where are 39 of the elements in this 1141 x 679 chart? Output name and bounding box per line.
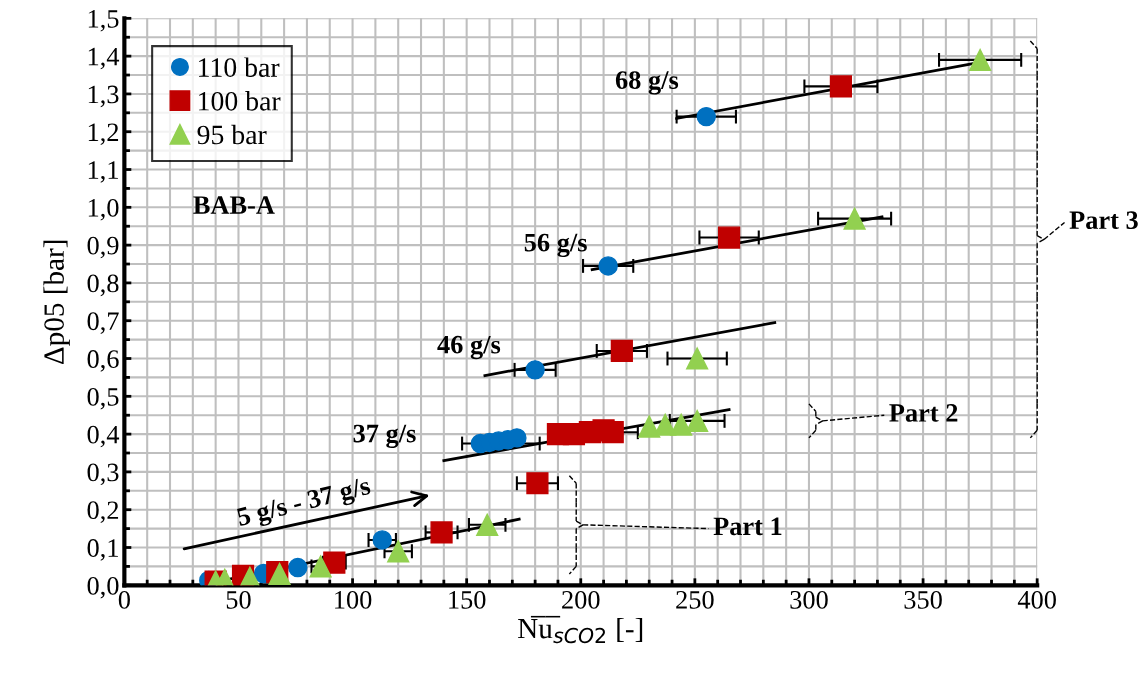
y-tick-label: 1,4 xyxy=(88,47,120,70)
y-tick-label: 0,2 xyxy=(87,501,119,523)
y-tick-label: 1,1 xyxy=(88,161,118,183)
y-tick-label: 0,7 xyxy=(87,312,119,334)
text: Part 3 xyxy=(1069,211,1138,230)
x-axis-title: N̅u̅$_{sCO2}$ [-] xyxy=(518,615,643,644)
legend-label: 100 bar xyxy=(199,91,281,111)
annotation: BAB-A xyxy=(193,196,275,214)
annotation: Part 1 xyxy=(713,517,782,536)
y-tick-label: 0,5 xyxy=(87,387,119,410)
x-tick-label: 350 xyxy=(904,590,942,609)
legend-label: 95 bar xyxy=(197,124,267,145)
x-tick-label: 200 xyxy=(562,590,600,609)
y-tick-label: 0,8 xyxy=(87,274,119,297)
annotation: Part 2 xyxy=(889,404,958,422)
x-tick-label: 400 xyxy=(1017,590,1056,609)
x-tick-label: 0 xyxy=(118,590,130,609)
y-tick-label: 1,3 xyxy=(88,85,119,108)
annotation: 56 g/s xyxy=(524,233,587,258)
x-tick-label: 50 xyxy=(226,590,251,609)
x-tick-label: 250 xyxy=(676,590,714,609)
annotation: 68 g/s xyxy=(615,71,679,95)
y-tick-label: 0,6 xyxy=(87,350,119,372)
y-tick-label: 0,0 xyxy=(87,576,119,599)
y-tick-label: 0,1 xyxy=(87,539,118,561)
annotation: 46 g/s xyxy=(437,335,501,360)
y-tick-label: 1,5 xyxy=(88,10,119,32)
y-axis-title: Δp05 [bar] xyxy=(43,240,70,364)
y-tick-label: 0,9 xyxy=(87,236,119,259)
x-tick-label: 100 xyxy=(335,590,372,609)
y-tick-label: 1,2 xyxy=(88,123,119,145)
x-tick-label: 150 xyxy=(449,590,486,609)
y-tick-label: 0,3 xyxy=(87,463,119,486)
y-tick-label: 0,4 xyxy=(87,425,120,448)
annotation: 5 g/s - 37 g/s xyxy=(236,476,373,532)
x-tick-label: 300 xyxy=(790,590,828,609)
y-tick-label: 1,0 xyxy=(88,198,119,221)
legend-label: 110 bar xyxy=(199,57,280,77)
annotation: 37 g/s xyxy=(353,424,416,448)
